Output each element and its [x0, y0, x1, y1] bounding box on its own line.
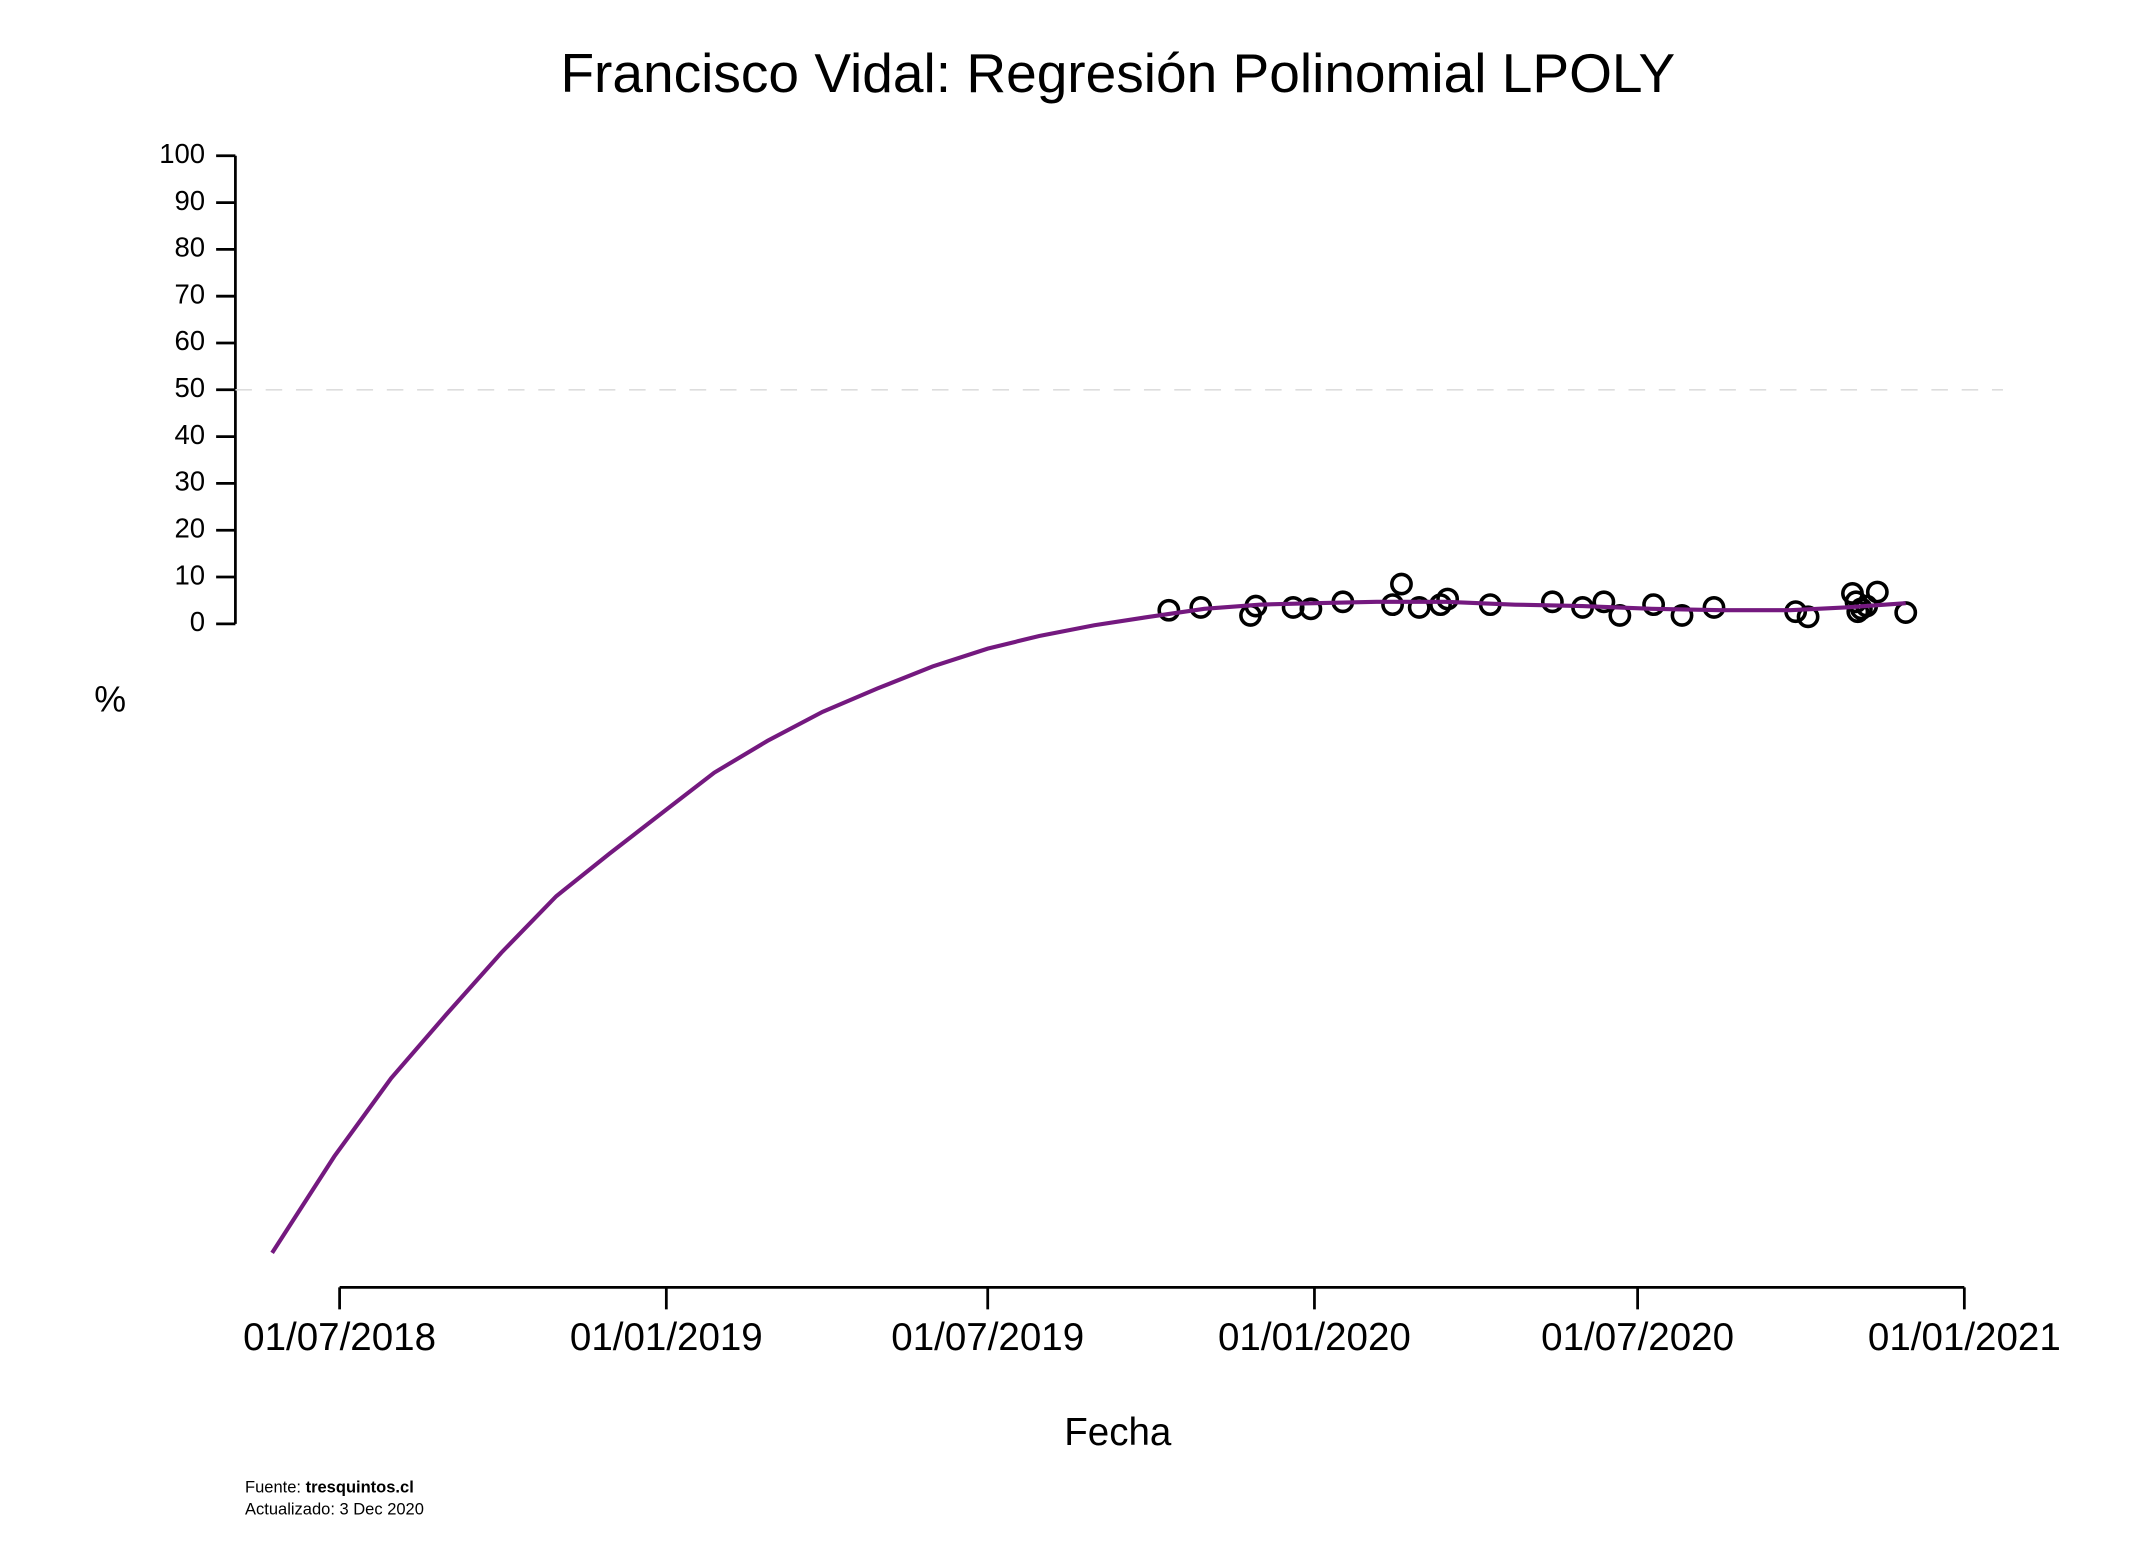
data-point: [1390, 572, 1413, 596]
data-point: [1436, 587, 1460, 611]
source: tresquintos.cl: [306, 1479, 414, 1497]
y-tick-label: 100: [159, 138, 205, 169]
y-tick-label: 70: [175, 278, 206, 309]
x-tick-label: 01/07/2019: [891, 1316, 1084, 1359]
data-point: [1540, 590, 1564, 614]
source-label: Fuente:: [245, 1479, 301, 1497]
y-tick-label: 10: [175, 559, 206, 590]
data-point: [1407, 596, 1431, 619]
data-point: [1157, 598, 1181, 622]
y-tick-label: 90: [175, 185, 206, 216]
source-note: Fuente: tresquintos.cl: [245, 1479, 414, 1497]
data-point: [1670, 603, 1694, 627]
x-tick-label: 01/01/2019: [570, 1316, 763, 1359]
data-point: [1299, 597, 1323, 621]
y-tick-label: 80: [175, 232, 206, 263]
y-tick-label: 60: [175, 325, 206, 356]
data-point: [1702, 596, 1726, 619]
data-point: [1796, 605, 1820, 629]
y-tick-label: 30: [175, 466, 206, 497]
updated-note: Actualizado: 3 Dec 2020: [245, 1501, 424, 1519]
fit-line: [270, 599, 1906, 1254]
y-tick-label: 50: [175, 372, 206, 403]
y-tick-label: 40: [175, 419, 206, 450]
data-point: [1381, 593, 1404, 617]
data-point: [1642, 593, 1666, 617]
data-point: [1865, 580, 1889, 604]
y-axis-label: %: [94, 680, 126, 720]
x-tick-label: 01/01/2020: [1218, 1316, 1411, 1359]
chart-title: Francisco Vidal: Regresión Polinomial LP…: [560, 42, 1675, 104]
x-tick-label: 01/07/2018: [243, 1316, 436, 1359]
y-tick-label: 20: [175, 512, 206, 543]
x-axis-label: Fecha: [1064, 1411, 1172, 1454]
data-point: [1894, 601, 1918, 625]
y-tick-label: 0: [190, 606, 205, 637]
x-tick-label: 01/01/2021: [1868, 1316, 2061, 1359]
x-tick-label: 01/07/2020: [1541, 1316, 1734, 1359]
data-point: [1592, 590, 1616, 614]
